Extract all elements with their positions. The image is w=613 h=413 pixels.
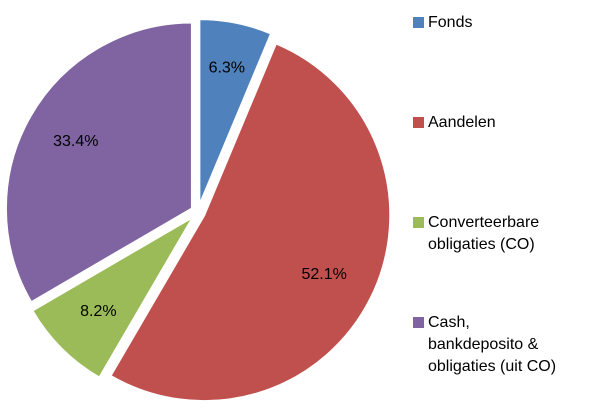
data-label: 6.3% — [209, 60, 245, 77]
legend-label: Cash, bankdeposito & obligaties (uit CO) — [428, 314, 557, 375]
pie-slice — [198, 18, 273, 206]
legend-item: Cash, bankdeposito & obligaties (uit CO) — [413, 312, 593, 378]
data-label: 33.4% — [53, 133, 98, 150]
legend-label: Aandelen — [428, 114, 496, 131]
pie-slice — [4, 21, 193, 304]
legend-item: Converteerbare obligaties (CO) — [413, 212, 593, 256]
pie-area: 6.3% 52.1% 8.2% 33.4% — [4, 18, 392, 403]
legend-swatch — [413, 117, 424, 128]
legend-label: Fonds — [428, 14, 473, 31]
data-label: 52.1% — [301, 266, 346, 283]
data-label: 8.2% — [80, 303, 116, 320]
legend-swatch — [413, 217, 424, 228]
pie-slice — [109, 42, 392, 403]
legend-item: Fonds — [413, 12, 593, 34]
legend-swatch — [413, 17, 424, 28]
legend-label: Converteerbare obligaties (CO) — [428, 214, 540, 253]
pie-slice — [30, 214, 196, 380]
legend-item: Aandelen — [413, 112, 593, 134]
legend-swatch — [413, 317, 424, 328]
